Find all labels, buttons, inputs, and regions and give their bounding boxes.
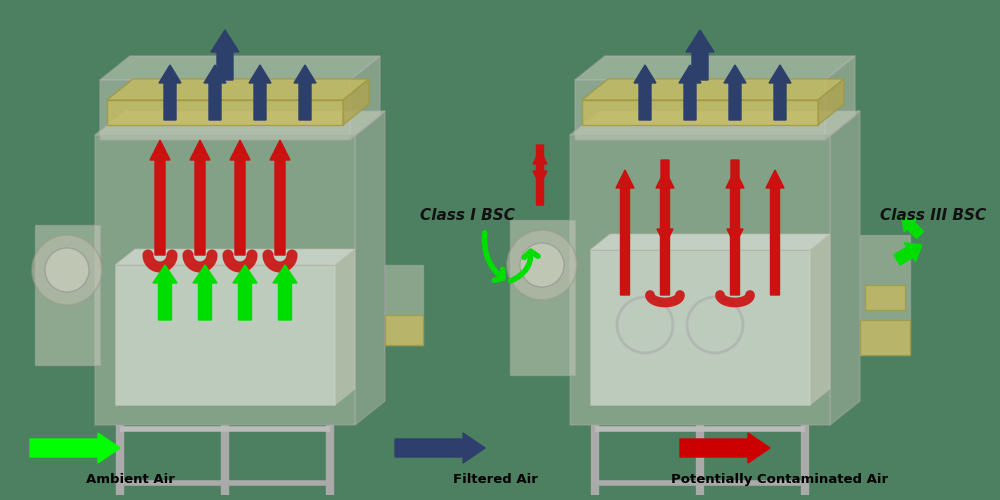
FancyBboxPatch shape (860, 320, 910, 355)
Polygon shape (825, 56, 855, 140)
FancyArrow shape (686, 30, 714, 80)
FancyBboxPatch shape (100, 80, 350, 140)
FancyArrow shape (249, 65, 271, 120)
FancyArrow shape (724, 65, 746, 120)
Text: Filtered Air: Filtered Air (453, 473, 537, 486)
FancyArrow shape (533, 150, 547, 205)
FancyArrow shape (656, 170, 674, 295)
Circle shape (32, 235, 102, 305)
Text: Potentially Contaminated Air: Potentially Contaminated Air (671, 473, 889, 486)
FancyArrow shape (294, 65, 316, 120)
Polygon shape (335, 249, 355, 405)
FancyArrow shape (616, 170, 634, 295)
Text: Class III BSC: Class III BSC (880, 208, 986, 222)
FancyArrow shape (766, 170, 784, 295)
FancyBboxPatch shape (35, 225, 100, 365)
FancyArrow shape (190, 140, 210, 255)
FancyArrow shape (30, 433, 120, 463)
FancyArrow shape (273, 265, 297, 320)
Polygon shape (818, 79, 844, 125)
Polygon shape (810, 234, 830, 405)
FancyArrow shape (211, 30, 239, 80)
FancyArrow shape (204, 65, 226, 120)
Circle shape (507, 230, 577, 300)
Polygon shape (590, 234, 830, 250)
Polygon shape (570, 111, 860, 135)
FancyBboxPatch shape (865, 285, 905, 310)
FancyArrow shape (657, 160, 673, 245)
FancyBboxPatch shape (95, 135, 355, 425)
Polygon shape (355, 111, 385, 425)
FancyBboxPatch shape (115, 265, 335, 405)
Polygon shape (343, 79, 369, 125)
FancyArrow shape (233, 265, 257, 320)
FancyArrow shape (150, 140, 170, 255)
Polygon shape (830, 111, 860, 425)
Polygon shape (95, 111, 385, 135)
FancyArrow shape (395, 433, 485, 463)
FancyArrow shape (727, 160, 743, 245)
FancyBboxPatch shape (107, 100, 343, 125)
FancyArrow shape (769, 65, 791, 120)
Circle shape (45, 248, 89, 292)
Polygon shape (115, 249, 355, 265)
FancyArrow shape (153, 265, 177, 320)
FancyArrow shape (902, 217, 924, 238)
FancyArrow shape (270, 140, 290, 255)
FancyBboxPatch shape (510, 220, 575, 375)
FancyBboxPatch shape (860, 235, 910, 355)
FancyBboxPatch shape (582, 100, 818, 125)
FancyArrow shape (159, 65, 181, 120)
FancyBboxPatch shape (575, 80, 825, 140)
Polygon shape (575, 56, 855, 80)
FancyArrow shape (634, 65, 656, 120)
FancyArrow shape (679, 65, 701, 120)
Polygon shape (582, 79, 844, 100)
Text: Ambient Air: Ambient Air (86, 473, 174, 486)
Circle shape (520, 243, 564, 287)
Polygon shape (100, 56, 380, 80)
FancyBboxPatch shape (385, 315, 423, 345)
FancyArrow shape (894, 243, 922, 265)
FancyArrow shape (193, 265, 217, 320)
FancyArrow shape (726, 170, 744, 295)
FancyArrow shape (533, 145, 547, 185)
FancyBboxPatch shape (385, 265, 423, 345)
FancyBboxPatch shape (570, 135, 830, 425)
FancyBboxPatch shape (590, 250, 810, 405)
Polygon shape (350, 56, 380, 140)
Polygon shape (107, 79, 369, 100)
Text: Class I BSC: Class I BSC (420, 208, 515, 222)
FancyArrow shape (230, 140, 250, 255)
FancyArrow shape (680, 433, 770, 463)
